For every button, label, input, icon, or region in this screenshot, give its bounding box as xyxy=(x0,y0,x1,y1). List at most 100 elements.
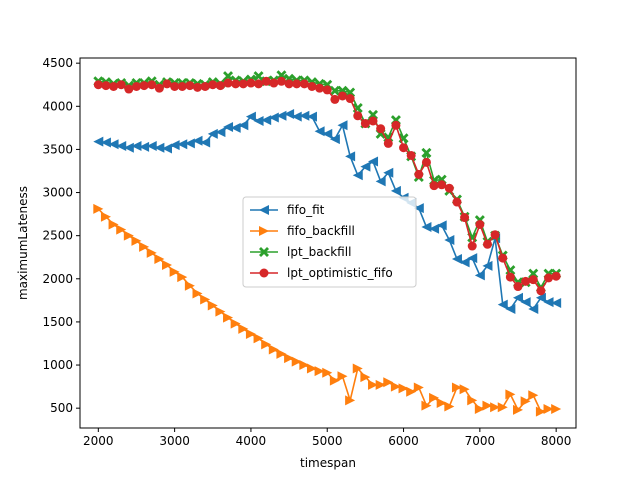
data-point-fifo_fit xyxy=(421,222,432,233)
data-point-lpt_optimistic_fifo xyxy=(116,80,126,90)
data-point-fifo_backfill xyxy=(93,203,104,214)
data-point-lpt_optimistic_fifo xyxy=(406,150,416,160)
data-point-fifo_fit xyxy=(497,299,508,310)
data-point-fifo_fit xyxy=(383,167,394,178)
data-point-lpt_optimistic_fifo xyxy=(452,197,462,207)
data-point-fifo_fit xyxy=(482,260,493,271)
data-point-lpt_optimistic_fifo xyxy=(185,81,195,91)
plot-frame xyxy=(79,57,577,429)
data-point-fifo_backfill xyxy=(345,395,356,406)
series-lpt_optimistic_fifo xyxy=(93,76,561,296)
data-point-lpt_optimistic_fifo xyxy=(147,80,157,90)
data-point-fifo_backfill xyxy=(360,372,371,383)
data-point-fifo_fit xyxy=(520,297,531,308)
data-point-fifo_fit xyxy=(474,270,485,281)
x-axis: 2000 3000 4000 5000 6000 7000 8000 xyxy=(83,428,571,448)
x-tick-label: 6000 xyxy=(388,434,419,448)
data-point-fifo_backfill xyxy=(314,366,325,377)
legend-item-lpt_backfill: lpt_backfill xyxy=(250,245,351,259)
data-point-fifo_backfill xyxy=(505,389,516,400)
legend-item-lpt_optimistic_fifo: lpt_optimistic_fifo xyxy=(250,266,393,280)
data-point-fifo_fit xyxy=(436,220,447,231)
data-point-fifo_backfill xyxy=(490,402,501,413)
data-point-fifo_backfill xyxy=(261,339,272,350)
data-point-fifo_backfill xyxy=(528,390,539,401)
data-point-fifo_backfill xyxy=(268,344,279,355)
data-point-fifo_backfill xyxy=(116,224,127,235)
data-point-fifo_fit xyxy=(161,143,172,154)
y-tick-label: 500 xyxy=(50,401,73,415)
y-tick-label: 2500 xyxy=(42,229,73,243)
data-point-fifo_backfill xyxy=(306,363,317,374)
data-point-fifo_backfill xyxy=(551,404,562,415)
data-point-fifo_fit xyxy=(230,122,241,133)
data-point-lpt_optimistic_fifo xyxy=(208,80,218,90)
data-point-lpt_backfill xyxy=(421,147,432,158)
y-tick-label: 4000 xyxy=(42,99,73,113)
legend-swatch-marker xyxy=(259,268,269,278)
data-point-fifo_backfill xyxy=(322,367,333,378)
data-point-fifo_fit xyxy=(284,109,295,120)
y-tick-label: 3500 xyxy=(42,142,73,156)
data-point-fifo_backfill xyxy=(474,404,485,415)
data-point-lpt_optimistic_fifo xyxy=(490,230,500,240)
data-point-fifo_fit xyxy=(368,156,379,167)
data-point-fifo_fit xyxy=(291,111,302,122)
data-point-lpt_optimistic_fifo xyxy=(200,81,210,91)
data-point-lpt_optimistic_fifo xyxy=(330,94,340,104)
data-point-fifo_fit xyxy=(505,303,516,314)
data-point-fifo_backfill xyxy=(131,235,142,246)
data-point-lpt_optimistic_fifo xyxy=(467,241,477,251)
data-point-fifo_fit xyxy=(253,115,264,126)
data-point-fifo_backfill xyxy=(207,300,218,311)
y-axis-label: maximumLateness xyxy=(16,186,30,300)
data-point-fifo_fit xyxy=(322,128,333,139)
data-point-fifo_fit xyxy=(245,111,256,122)
data-point-fifo_fit xyxy=(413,203,424,214)
data-point-fifo_backfill xyxy=(413,382,424,393)
data-point-lpt_optimistic_fifo xyxy=(353,111,363,121)
data-point-lpt_optimistic_fifo xyxy=(475,219,485,229)
data-point-fifo_fit xyxy=(238,120,249,131)
data-point-lpt_optimistic_fifo xyxy=(299,79,309,89)
data-point-fifo_fit xyxy=(360,161,371,172)
data-point-fifo_fit xyxy=(261,115,272,126)
data-point-fifo_backfill xyxy=(444,401,455,412)
data-point-lpt_optimistic_fifo xyxy=(337,91,347,101)
data-point-lpt_optimistic_fifo xyxy=(93,80,103,90)
data-point-fifo_fit xyxy=(192,135,203,146)
y-tick-label: 1000 xyxy=(42,358,73,372)
x-axis-label: timespan xyxy=(300,456,356,470)
data-point-fifo_backfill xyxy=(337,371,348,382)
data-point-fifo_backfill xyxy=(253,333,264,344)
data-point-fifo_fit xyxy=(146,140,157,151)
data-point-fifo_backfill xyxy=(429,392,440,403)
data-point-fifo_fit xyxy=(223,121,234,132)
data-point-fifo_backfill xyxy=(421,400,432,411)
data-point-lpt_optimistic_fifo xyxy=(429,181,439,191)
data-point-lpt_optimistic_fifo xyxy=(460,213,470,223)
data-point-fifo_backfill xyxy=(223,312,234,323)
data-point-fifo_backfill xyxy=(451,382,462,393)
data-point-fifo_backfill xyxy=(352,363,363,374)
y-axis: 500 1000 1500 2000 2500 3000 3500 4000 4500 xyxy=(42,56,80,415)
y-tick-label: 3000 xyxy=(42,186,73,200)
legend-item-fifo_fit: fifo_fit xyxy=(250,203,325,217)
data-point-fifo_fit xyxy=(116,140,127,151)
data-point-fifo_backfill xyxy=(329,375,340,386)
data-point-fifo_fit xyxy=(177,139,188,150)
data-point-fifo_fit xyxy=(268,112,279,123)
legend-label: lpt_backfill xyxy=(287,245,351,259)
data-point-fifo_backfill xyxy=(215,306,226,317)
data-point-lpt_optimistic_fifo xyxy=(231,79,241,89)
data-point-lpt_optimistic_fifo xyxy=(383,138,393,148)
data-point-lpt_optimistic_fifo xyxy=(269,78,279,88)
data-point-fifo_fit xyxy=(169,140,180,151)
data-point-lpt_optimistic_fifo xyxy=(177,81,187,91)
data-point-lpt_optimistic_fifo xyxy=(254,79,264,89)
data-point-fifo_backfill xyxy=(497,402,508,413)
data-point-fifo_backfill xyxy=(436,397,447,408)
data-point-fifo_backfill xyxy=(390,381,401,392)
data-point-fifo_backfill xyxy=(154,253,165,264)
data-point-lpt_optimistic_fifo xyxy=(498,253,508,263)
